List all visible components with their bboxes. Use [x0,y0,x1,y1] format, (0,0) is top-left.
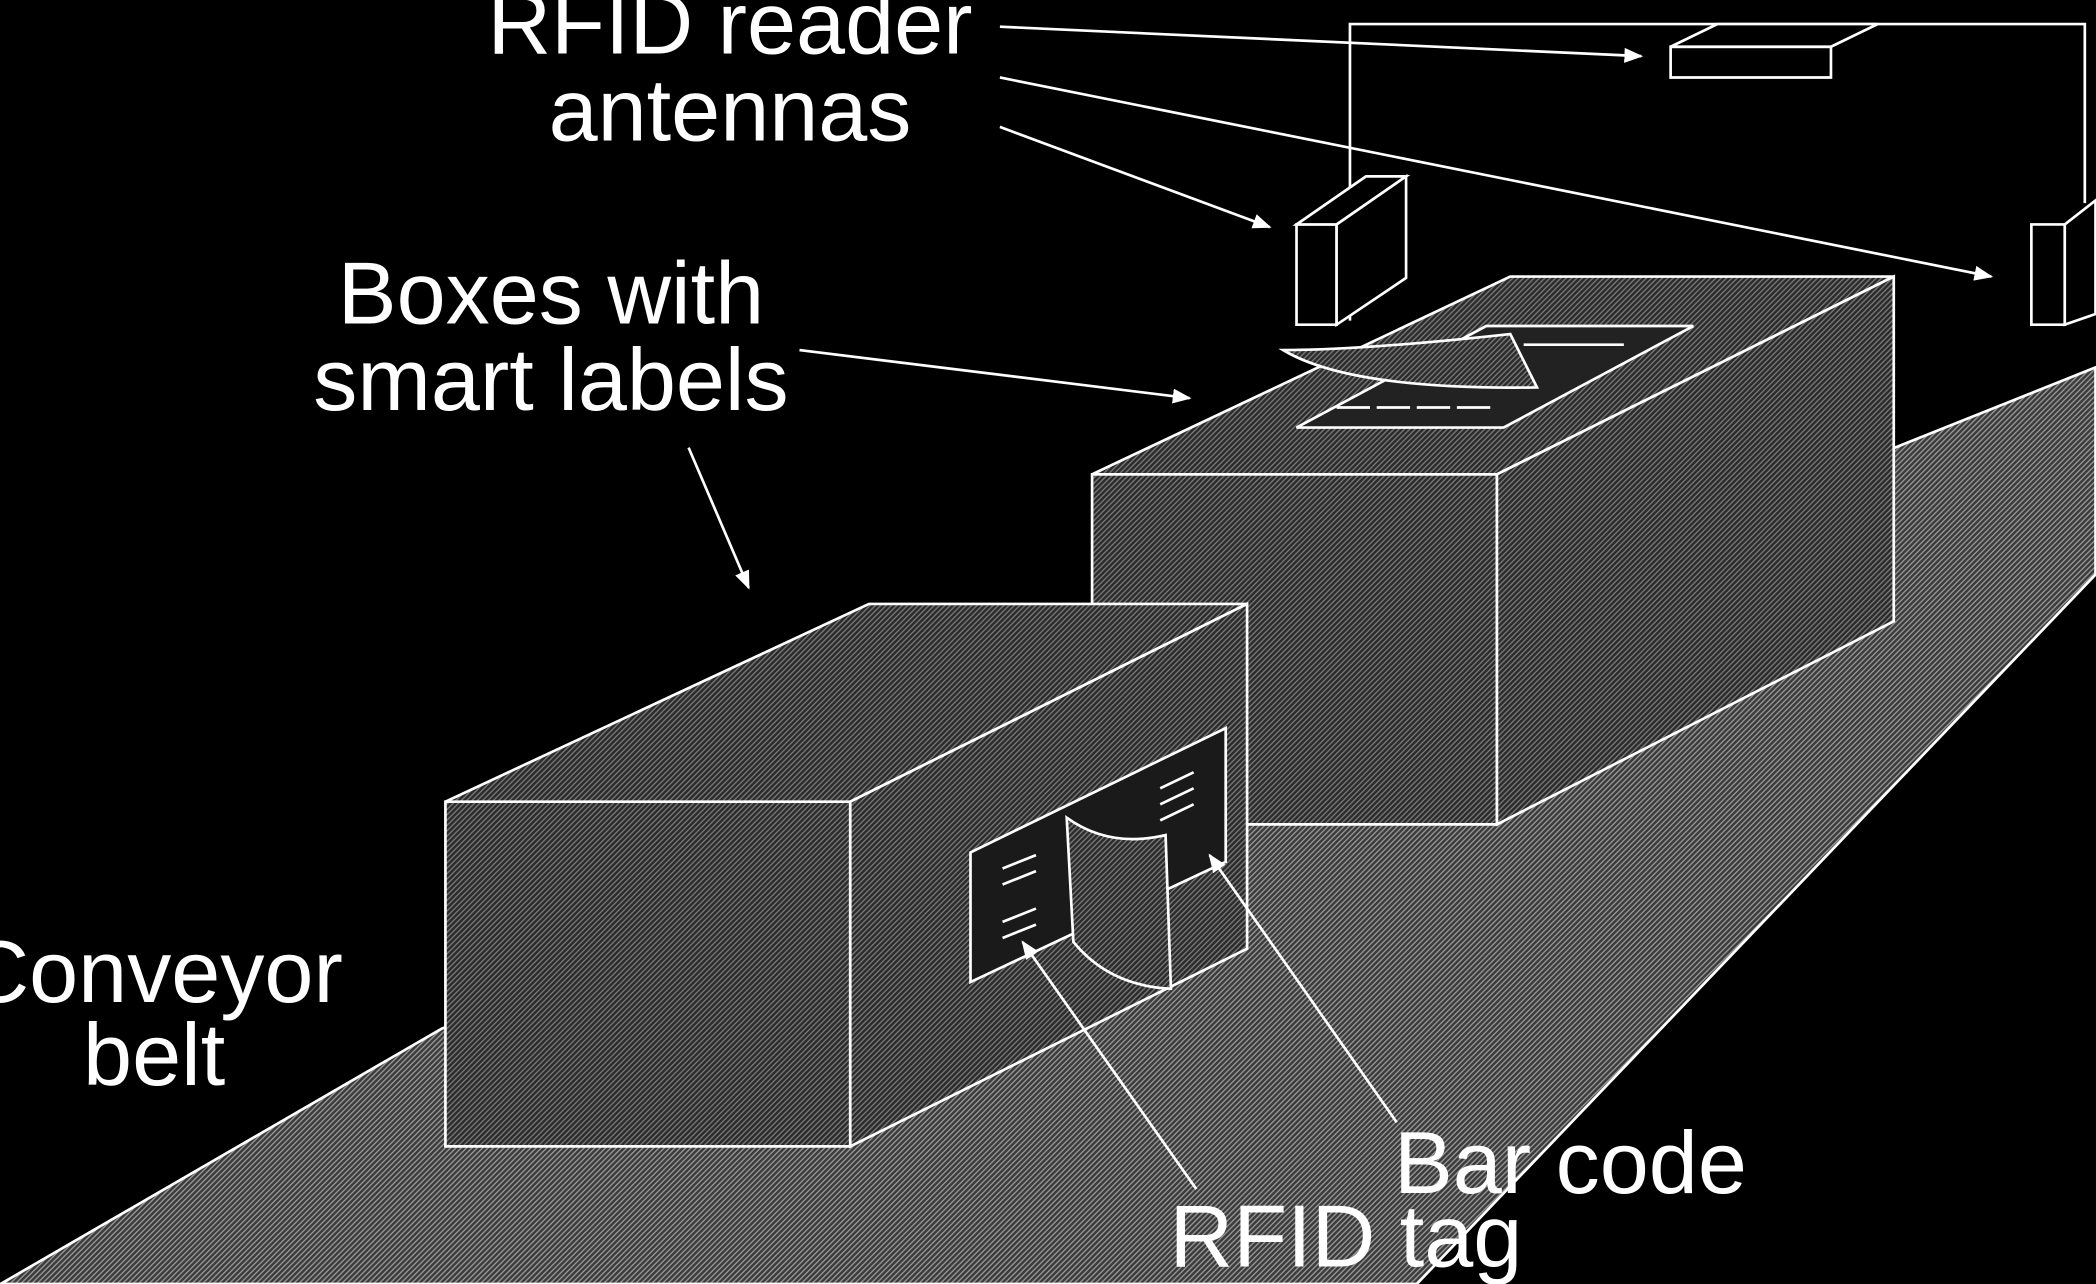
arrow-to-rfid-tag [1021,940,1198,1190]
front-box-barcode-marks [1002,771,1195,940]
back-box-rfid-tag [1278,332,1540,389]
arrow-to-bar-code [1208,853,1398,1124]
label-conveyor-line2: belt [83,1005,225,1104]
label-antennas-line1: RFID reader [487,0,972,72]
antenna-left [1292,173,1411,328]
front-box-front-face [444,800,852,1148]
label-bar-code: Bar code [1394,1113,1747,1212]
back-box-barcode-marks [1336,343,1624,409]
label-rfid-tag: RFID tag [1170,1187,1523,1284]
arrow-to-back-box-label [799,348,1192,404]
label-antennas-line2: antennas [549,60,912,159]
front-box [444,601,1249,1149]
arrow-to-front-box [687,447,750,590]
antenna-top [1669,22,1879,79]
label-boxes-line2: smart labels [313,330,788,429]
pointer-arrows [687,25,1994,1190]
arrow-to-antenna-left [999,125,1272,229]
front-box-rfid-tag [1065,814,1173,991]
label-boxes-line1: Boxes with [338,243,764,342]
back-box-side-face [1495,274,1896,827]
arrow-to-antenna-top [999,25,1644,63]
label-conveyor-line1: Conveyor [0,922,343,1021]
arrow-to-antenna-right [999,76,1994,281]
antenna-right [2030,198,2096,327]
